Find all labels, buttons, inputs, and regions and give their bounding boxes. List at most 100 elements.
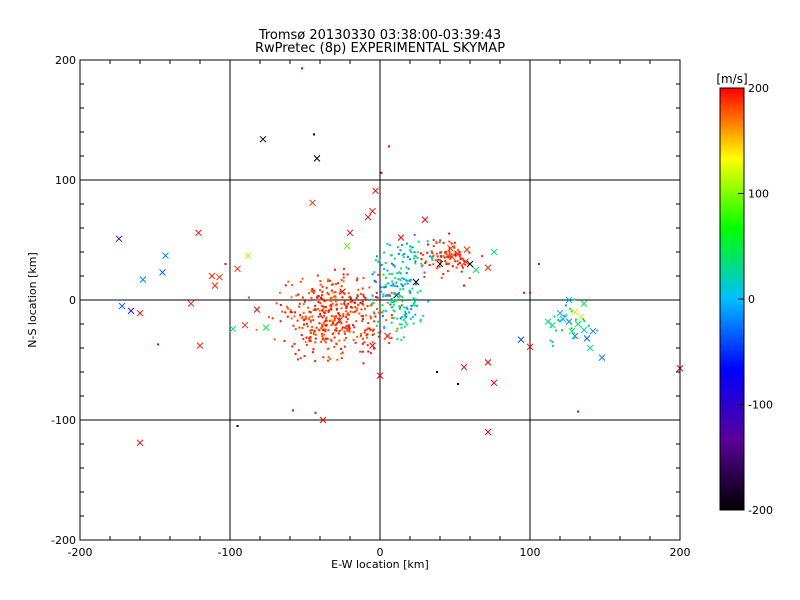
x-axis-label: E-W location [km] bbox=[331, 558, 429, 571]
dot-marker bbox=[279, 320, 282, 323]
dot-marker bbox=[412, 297, 415, 300]
dot-marker bbox=[374, 296, 377, 299]
dot-marker bbox=[308, 292, 311, 295]
dot-marker bbox=[330, 339, 333, 342]
x-marker bbox=[216, 273, 223, 281]
dot-marker bbox=[376, 320, 379, 323]
dot-marker bbox=[313, 133, 315, 136]
dot-marker bbox=[278, 291, 281, 294]
dot-marker bbox=[330, 296, 333, 299]
dot-marker bbox=[383, 337, 386, 340]
dot-marker bbox=[351, 300, 354, 303]
dot-marker bbox=[421, 264, 424, 267]
dot-marker bbox=[416, 291, 419, 294]
x-marker bbox=[484, 428, 492, 436]
dot-marker bbox=[341, 351, 344, 354]
x-marker bbox=[253, 306, 261, 313]
dot-marker bbox=[340, 347, 343, 350]
dot-marker bbox=[410, 298, 413, 301]
dot-marker bbox=[392, 263, 395, 266]
dot-marker bbox=[384, 286, 387, 289]
dot-marker bbox=[394, 277, 397, 280]
dot-marker bbox=[409, 291, 412, 294]
dot-marker bbox=[303, 300, 306, 303]
dot-marker bbox=[385, 276, 388, 279]
dot-marker bbox=[317, 301, 320, 304]
dot-marker bbox=[361, 337, 364, 340]
dot-marker bbox=[335, 327, 338, 330]
dot-marker bbox=[321, 316, 324, 319]
dot-marker bbox=[423, 276, 426, 279]
dot-marker bbox=[325, 324, 328, 327]
x-marker bbox=[484, 264, 492, 271]
dot-marker bbox=[318, 309, 321, 312]
dot-marker bbox=[390, 262, 393, 265]
dot-marker bbox=[583, 320, 586, 323]
dot-marker bbox=[293, 315, 296, 318]
dot-marker bbox=[431, 252, 434, 255]
dot-marker bbox=[461, 266, 464, 269]
dot-marker bbox=[450, 242, 453, 245]
x-tick-label: 0 bbox=[377, 546, 384, 559]
dot-marker bbox=[373, 312, 376, 315]
dot-marker bbox=[409, 278, 412, 281]
dot-marker bbox=[327, 356, 330, 359]
dot-marker bbox=[436, 371, 438, 373]
x-marker bbox=[556, 309, 564, 317]
dot-marker bbox=[349, 295, 352, 298]
chart-title: Tromsø 20130330 03:38:00-03:39:43 bbox=[258, 28, 502, 43]
dot-marker bbox=[330, 289, 333, 292]
dot-marker bbox=[354, 310, 357, 313]
dot-marker bbox=[410, 308, 413, 311]
dot-marker bbox=[365, 314, 368, 317]
x-marker bbox=[586, 344, 594, 352]
x-marker bbox=[421, 216, 429, 223]
dot-marker bbox=[392, 317, 395, 320]
dot-marker bbox=[448, 247, 451, 250]
dot-marker bbox=[435, 252, 438, 255]
dot-marker bbox=[335, 303, 338, 306]
dot-marker bbox=[324, 328, 327, 331]
dot-marker bbox=[414, 300, 417, 303]
dot-marker bbox=[366, 336, 369, 339]
x-marker bbox=[565, 296, 573, 304]
dot-marker bbox=[294, 328, 297, 331]
dot-marker bbox=[398, 307, 401, 310]
dot-marker bbox=[408, 280, 411, 283]
dot-marker bbox=[396, 246, 399, 249]
dot-marker bbox=[295, 294, 298, 297]
dot-marker bbox=[397, 278, 400, 281]
dot-marker bbox=[339, 314, 342, 317]
dot-marker bbox=[455, 266, 458, 269]
dot-marker bbox=[361, 315, 364, 318]
dot-marker bbox=[399, 317, 402, 320]
x-marker bbox=[526, 343, 534, 351]
dot-marker bbox=[352, 339, 355, 342]
dot-marker bbox=[438, 265, 441, 268]
dot-marker bbox=[362, 303, 365, 306]
dot-marker bbox=[328, 304, 331, 307]
dot-marker bbox=[561, 329, 564, 332]
dot-marker bbox=[456, 260, 459, 263]
dot-marker bbox=[330, 305, 333, 308]
dot-marker bbox=[347, 292, 350, 295]
dot-marker bbox=[396, 285, 399, 288]
x-marker bbox=[463, 246, 471, 253]
dot-marker bbox=[304, 340, 307, 343]
dot-marker bbox=[359, 350, 362, 353]
dot-marker bbox=[365, 328, 368, 331]
dot-marker bbox=[361, 350, 364, 353]
dot-marker bbox=[350, 306, 353, 309]
dot-marker bbox=[312, 289, 315, 292]
dot-marker bbox=[353, 301, 356, 304]
colorbar-tick-label: -200 bbox=[748, 504, 773, 517]
dot-marker bbox=[381, 295, 384, 298]
dot-marker bbox=[410, 246, 413, 249]
dot-marker bbox=[309, 320, 312, 323]
dot-marker bbox=[565, 314, 568, 317]
dot-marker bbox=[326, 280, 329, 283]
x-marker bbox=[364, 213, 372, 221]
dot-marker bbox=[338, 339, 341, 342]
dot-marker bbox=[308, 339, 311, 342]
